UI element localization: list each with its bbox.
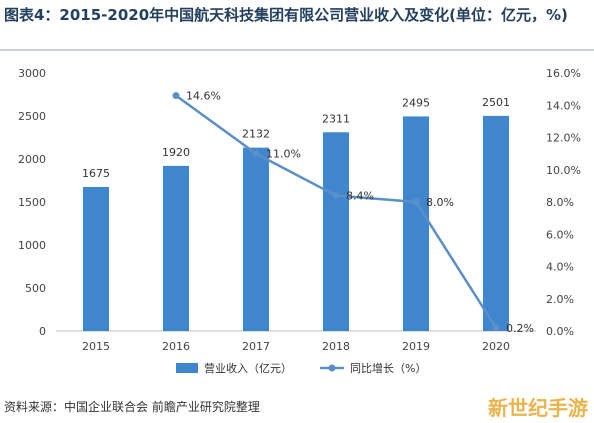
y-right-tick-label: 16.0% (546, 67, 581, 80)
y-left-tick-label: 2000 (18, 153, 46, 166)
y-left-tick-label: 0 (39, 325, 46, 338)
bar-revenue (163, 165, 189, 331)
line-data-label: 11.0% (266, 148, 301, 161)
line-point-growth (412, 198, 420, 206)
line-point-growth (332, 192, 340, 200)
y-right-tick-label: 4.0% (546, 261, 574, 274)
line-point-growth (252, 150, 260, 158)
x-tick-label: 2017 (242, 340, 270, 353)
line-point-growth (172, 92, 180, 100)
brand-watermark: 新世纪手游 (488, 396, 588, 420)
title-divider (0, 49, 594, 51)
x-tick-label: 2018 (322, 340, 350, 353)
y-right-tick-label: 0.0% (546, 325, 574, 338)
combo-chart: 0 500 1000 1500 2000 2500 3000 0.0% 2.0% 4.0% 6.0%… (18, 67, 581, 375)
y-right-tick-label: 6.0% (546, 228, 574, 241)
y-right-tick-label: 2.0% (546, 293, 574, 306)
y-left-tick-label: 500 (25, 282, 46, 295)
legend-swatch-growth-marker (328, 364, 336, 372)
x-tick-label: 2019 (402, 340, 430, 353)
legend-label-revenue: 营业收入（亿元） (204, 361, 292, 375)
x-tick-label: 2016 (162, 340, 190, 353)
y-left-tick-label: 3000 (18, 67, 46, 80)
line-point-growth (492, 324, 500, 332)
line-data-label: 0.2% (506, 322, 534, 335)
bar-revenue (483, 115, 509, 331)
legend-label-growth: 同比增长（%） (350, 361, 426, 375)
bar-revenue (403, 116, 429, 332)
x-tick-label: 2015 (82, 340, 110, 353)
y-right-tick-label: 10.0% (546, 164, 581, 177)
line-data-label: 8.4% (346, 190, 374, 203)
bar-data-label: 1920 (162, 146, 190, 159)
legend-swatch-revenue (176, 363, 198, 373)
chart-title: 图表4：2015-2020年中国航天科技集团有限公司营业收入及变化(单位：亿元，… (4, 6, 568, 24)
line-data-label: 14.6% (186, 90, 221, 103)
y-left-tick-label: 1000 (18, 239, 46, 252)
y-right-tick-label: 8.0% (546, 196, 574, 209)
bar-data-label: 2132 (242, 128, 270, 141)
y-right-tick-label: 12.0% (546, 132, 581, 145)
source-note: 资料来源：中国企业联合会 前瞻产业研究院整理 (4, 400, 260, 414)
y-left-tick-label: 1500 (18, 196, 46, 209)
bar-data-label: 2501 (482, 96, 510, 109)
bar-data-label: 1675 (82, 167, 110, 180)
bar-data-label: 2311 (322, 112, 350, 125)
bar-revenue (83, 186, 109, 331)
x-tick-label: 2020 (482, 340, 510, 353)
bar-revenue (243, 147, 269, 331)
line-data-label: 8.0% (426, 196, 454, 209)
y-right-tick-label: 14.0% (546, 99, 581, 112)
bar-revenue (323, 132, 349, 331)
y-left-tick-label: 2500 (18, 110, 46, 123)
bar-data-label: 2495 (402, 96, 430, 109)
